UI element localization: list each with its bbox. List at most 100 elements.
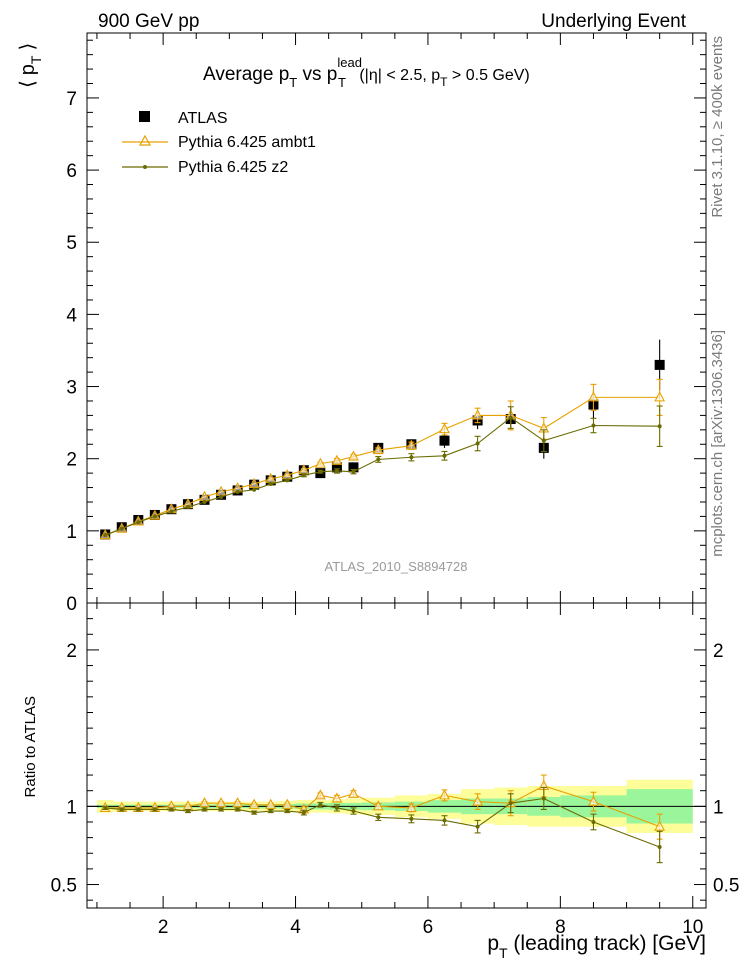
ratio-point-ambt1 [215, 797, 227, 808]
legend-marker-ambt1 [138, 134, 152, 146]
data-point-ambt1 [472, 409, 484, 420]
ratio-point-ambt1 [199, 797, 210, 808]
data-point-atlas [654, 359, 665, 370]
data-point-ambt1 [314, 457, 326, 468]
data-point-z2 [202, 499, 207, 504]
legend-label-ambt1: Pythia 6.425 ambt1 [178, 134, 316, 151]
legend-marker-atlas [139, 111, 150, 122]
data-point-ambt1 [654, 391, 666, 402]
data-point-z2 [235, 489, 240, 494]
data-point-z2 [541, 438, 546, 443]
data-point-z2 [136, 520, 141, 525]
y-tick-label: 3 [66, 378, 77, 399]
ratio-point-z2 [541, 796, 546, 801]
data-point-z2 [103, 533, 108, 538]
data-point-z2 [318, 469, 323, 474]
ratio-point-z2 [219, 807, 224, 812]
ratio-y-axis-label: Ratio to ATLAS [22, 696, 39, 797]
ratio-y-tick-label-right: 2 [713, 641, 724, 662]
ratio-point-z2 [235, 807, 240, 812]
x-tick-label: 10 [682, 917, 703, 938]
ratio-point-ambt1 [472, 795, 484, 806]
ratio-point-z2 [475, 824, 480, 829]
ratio-point-z2 [103, 805, 108, 810]
data-point-z2 [409, 455, 414, 460]
plot-title: Average pT vs plead T (|η| < 2.5, pT > 0.… [203, 55, 530, 90]
y-tick-label: 4 [66, 305, 77, 326]
ratio-point-ambt1 [314, 789, 326, 800]
svg-text:⟨pT⟩: ⟨pT⟩ [17, 43, 44, 88]
data-point-z2 [169, 509, 174, 514]
data-point-ambt1 [439, 422, 450, 434]
ratio-point-z2 [442, 818, 447, 823]
data-point-z2 [152, 514, 157, 519]
ratio-y-tick-label-left: 0.5 [51, 876, 77, 897]
ratio-point-z2 [169, 807, 174, 812]
ratio-point-ambt1 [439, 789, 450, 800]
rivet-label: Rivet 3.1.10, ≥ 400k events [709, 36, 726, 218]
data-point-atlas [331, 462, 342, 473]
ratio-point-ambt1 [348, 787, 359, 798]
ratio-point-ambt1 [654, 820, 666, 831]
data-point-z2 [591, 423, 596, 428]
data-point-ambt1 [588, 391, 599, 402]
x-axis-label: pT (leading track) [GeV] [487, 932, 706, 961]
ratio-point-ambt1 [281, 798, 293, 809]
ratio-point-z2 [318, 802, 323, 807]
x-tick-label: 2 [158, 917, 169, 938]
data-point-ambt1 [405, 439, 417, 450]
ratio-y-tick-label-left: 1 [66, 797, 77, 818]
ratio-point-ambt1 [248, 798, 260, 809]
ratio-point-z2 [351, 809, 356, 814]
legend-marker-z2 [143, 165, 147, 169]
ratio-line-z2 [105, 797, 660, 848]
ratio-point-z2 [334, 805, 339, 810]
data-point-z2 [119, 526, 124, 531]
x-tick-label: 6 [423, 917, 434, 938]
data-point-z2 [185, 505, 190, 510]
collision-label: 900 GeV pp [98, 11, 199, 32]
y-tick-label: 1 [66, 522, 77, 543]
legend: ATLAS Pythia 6.425 ambt1 Pythia 6.425 z2 [122, 110, 316, 176]
main-y-axis-label: ⟨pT⟩ [17, 43, 44, 88]
ratio-point-ambt1 [265, 798, 277, 809]
x-tick-label: 4 [290, 917, 301, 938]
ratio-y-tick-label-left: 2 [66, 641, 77, 662]
data-point-atlas [439, 435, 450, 446]
legend-label-z2: Pythia 6.425 z2 [178, 159, 288, 176]
data-point-z2 [508, 415, 513, 420]
data-point-z2 [334, 468, 339, 473]
data-point-ambt1 [331, 454, 343, 465]
ratio-y-tick-label-right: 1 [713, 797, 724, 818]
ratio-point-ambt1 [232, 797, 244, 808]
axes-layer: 2 4 6 8 10 0 1 2 3 4 5 6 7 0.5 0.5 1 1 2 2 [51, 32, 739, 938]
ratio-point-z2 [285, 809, 290, 814]
data-point-z2 [301, 473, 306, 478]
analysis-watermark: ATLAS_2010_S8894728 [325, 559, 468, 574]
data-point-z2 [376, 457, 381, 462]
ratio-point-z2 [119, 807, 124, 812]
data-point-z2 [219, 494, 224, 499]
data-point-z2 [475, 441, 480, 446]
y-tick-label: 2 [66, 450, 77, 471]
data-point-atlas [348, 462, 359, 473]
legend-label-atlas: ATLAS [178, 110, 228, 127]
ratio-point-z2 [591, 819, 596, 824]
main-series-layer [99, 339, 666, 540]
ratio-point-z2 [185, 809, 190, 814]
series-line-z2 [105, 416, 660, 536]
ratio-point-z2 [301, 810, 306, 815]
ratio-point-z2 [376, 815, 381, 820]
x-tick-label: 8 [555, 917, 566, 938]
ratio-point-ambt1 [372, 800, 384, 811]
data-point-ambt1 [348, 450, 359, 461]
data-point-z2 [351, 469, 356, 474]
ratio-point-z2 [152, 807, 157, 812]
data-point-z2 [285, 478, 290, 483]
y-tick-label: 0 [66, 594, 77, 615]
data-point-ambt1 [248, 477, 260, 488]
data-point-z2 [268, 481, 273, 486]
y-tick-label: 7 [66, 89, 77, 110]
analysis-label: Underlying Event [541, 11, 686, 32]
